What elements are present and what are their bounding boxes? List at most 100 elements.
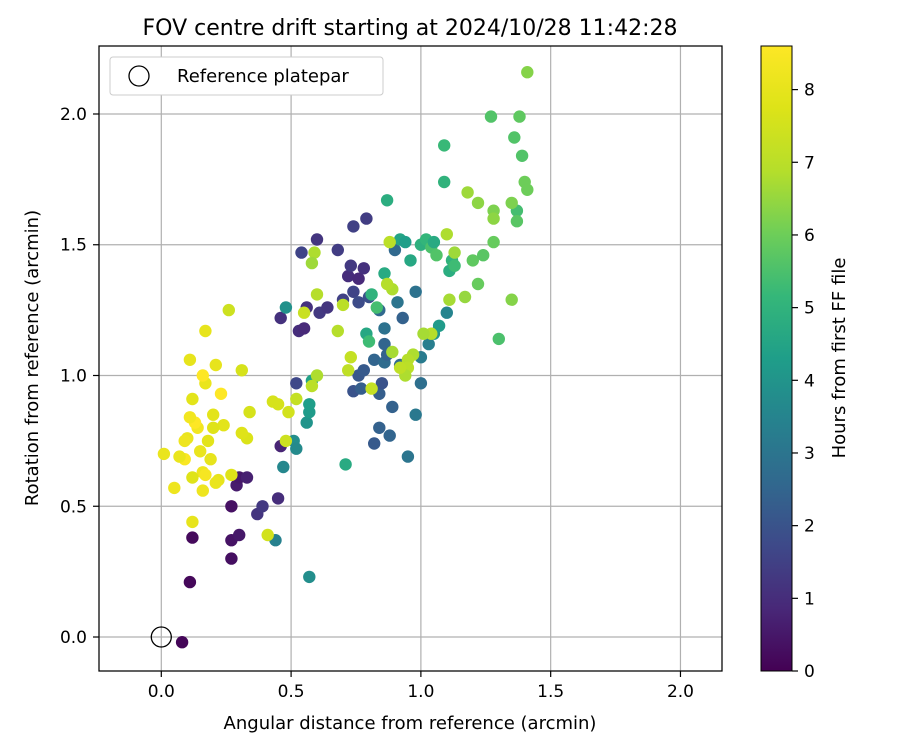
data-point — [225, 468, 238, 482]
data-point — [225, 552, 238, 565]
data-point — [396, 311, 409, 325]
colorbar-tick-label: 0 — [804, 662, 815, 682]
data-point — [362, 335, 376, 348]
data-point — [233, 528, 246, 542]
colorbar-tick-label: 5 — [804, 299, 815, 319]
data-point — [355, 382, 368, 395]
data-point — [331, 243, 344, 257]
data-point — [214, 387, 228, 400]
colorbar-tick-label: 3 — [804, 444, 815, 464]
data-point — [368, 437, 381, 450]
data-point — [378, 337, 391, 351]
data-point — [175, 636, 189, 649]
data-point — [295, 246, 308, 259]
data-point — [321, 301, 334, 314]
data-point — [458, 290, 472, 304]
data-point — [243, 405, 256, 419]
data-point — [266, 395, 280, 408]
data-point — [401, 450, 415, 463]
data-point — [277, 460, 290, 474]
data-point — [157, 447, 171, 461]
y-tick-label: 0.5 — [60, 497, 87, 517]
data-point — [173, 450, 186, 463]
data-point — [404, 254, 417, 267]
data-point — [448, 259, 461, 272]
data-point — [209, 358, 222, 372]
data-point — [505, 293, 518, 306]
data-point — [207, 408, 220, 421]
y-axis-label: Rotation from reference (arcmin) — [22, 210, 43, 506]
colorbar — [760, 45, 793, 672]
data-point — [393, 361, 407, 374]
data-point — [186, 531, 199, 544]
axes-frame — [98, 45, 723, 672]
data-point — [342, 269, 355, 283]
data-point — [378, 267, 391, 280]
data-point — [186, 471, 199, 484]
data-point — [357, 262, 370, 275]
data-point — [386, 345, 399, 359]
data-point — [409, 285, 422, 298]
data-point — [347, 285, 360, 298]
data-point — [209, 476, 222, 489]
legend: Reference platepar — [109, 56, 384, 96]
data-point — [370, 301, 383, 314]
data-point — [201, 434, 215, 448]
data-point — [477, 249, 490, 262]
data-point — [378, 322, 391, 335]
x-axis-label: Angular distance from reference (arcmin) — [224, 713, 597, 734]
data-point — [261, 528, 274, 542]
data-point — [235, 426, 248, 440]
data-point — [339, 458, 352, 471]
data-point — [300, 416, 313, 429]
data-point — [386, 400, 399, 414]
data-point — [183, 575, 197, 589]
y-tick-label: 1.5 — [60, 236, 87, 256]
data-point — [440, 228, 453, 241]
data-point — [196, 369, 209, 382]
colorbar-ticks: 0 1 2 3 4 5 6 7 8 — [792, 81, 815, 682]
data-point — [303, 398, 316, 411]
data-point — [240, 471, 254, 484]
data-point — [432, 319, 446, 332]
data-point — [515, 149, 529, 162]
data-point — [365, 382, 378, 395]
data-point — [222, 303, 235, 317]
data-point — [290, 377, 303, 390]
data-point — [373, 421, 386, 434]
data-point — [505, 196, 518, 210]
data-point — [508, 131, 521, 144]
colorbar-tick-label: 4 — [804, 371, 815, 391]
data-point — [438, 175, 451, 189]
data-point — [347, 220, 360, 233]
data-point — [471, 277, 485, 291]
data-point — [422, 337, 435, 351]
data-point — [274, 311, 287, 325]
data-point — [336, 298, 350, 312]
data-point — [331, 324, 344, 338]
data-point — [290, 392, 303, 406]
data-point — [513, 110, 526, 123]
data-point — [430, 249, 443, 262]
x-tick-label: 2.0 — [667, 682, 694, 702]
chart-title: FOV centre drift starting at 2024/10/28 … — [143, 16, 678, 41]
data-point — [271, 492, 285, 505]
data-point — [357, 364, 370, 377]
data-point — [186, 392, 199, 406]
data-point — [365, 288, 378, 301]
legend-reference-label: Reference platepar — [177, 66, 349, 87]
data-point — [438, 139, 451, 152]
data-point — [183, 353, 197, 366]
colorbar-tick-label: 7 — [804, 153, 815, 173]
data-point — [282, 405, 295, 419]
reference-platepar-marker — [150, 626, 172, 648]
data-point — [417, 327, 430, 340]
colorbar-label: Hours from first FF file — [829, 258, 850, 459]
colorbar-tick-label: 6 — [804, 226, 815, 246]
data-point — [391, 296, 404, 309]
x-tick-label: 0.0 — [148, 682, 175, 702]
data-point — [342, 364, 355, 377]
data-point — [383, 429, 396, 442]
colorbar-tick-label: 1 — [804, 589, 815, 609]
colorbar-tick-label: 2 — [804, 517, 815, 537]
